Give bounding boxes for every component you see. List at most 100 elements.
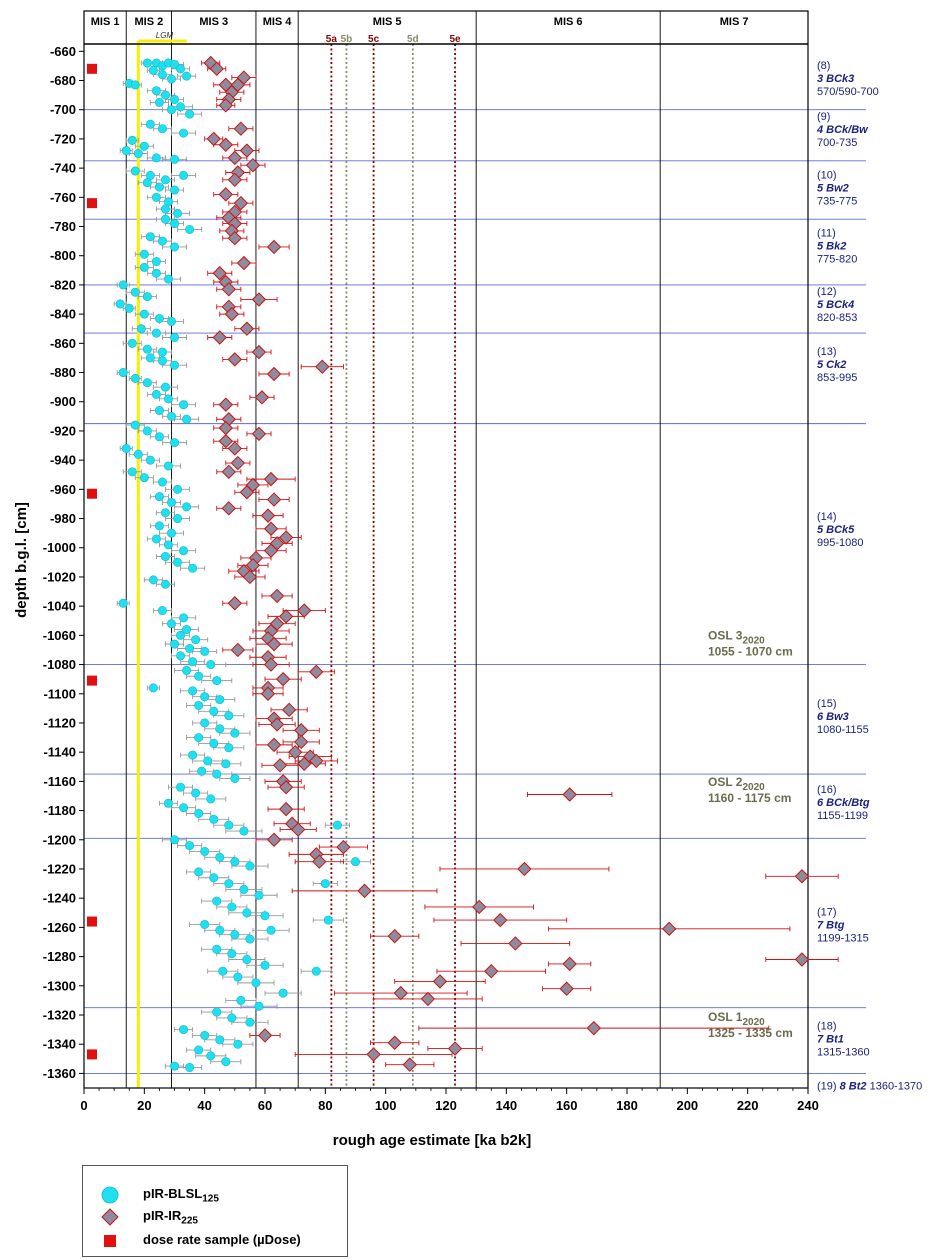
horizon-name: 5 Bw2 [817, 182, 849, 194]
blsl-point [212, 896, 222, 906]
osl-label-sub: 2020 [742, 782, 765, 793]
blsl-point [142, 178, 152, 188]
ir-point [230, 455, 246, 471]
blsl-point [221, 1057, 231, 1067]
blsl-point [130, 80, 140, 90]
blsl-point [163, 394, 173, 404]
blsl-point [157, 606, 167, 616]
ir-point [227, 172, 243, 188]
blsl-point [179, 1025, 189, 1035]
dose-rate-marker [87, 675, 97, 686]
ir-point [357, 883, 372, 899]
blsl-point [121, 443, 131, 453]
blsl-point [224, 879, 234, 889]
ir-point [251, 292, 267, 307]
blsl-point [212, 676, 222, 686]
blsl-point [115, 299, 125, 309]
x-tick-label: 200 [676, 1098, 698, 1113]
y-tick-label: -1000 [43, 540, 76, 555]
blsl-point [209, 706, 219, 716]
x-axis-title: rough age estimate [ka b2k] [333, 1132, 531, 1149]
ir-point [266, 239, 282, 255]
blsl-point [215, 925, 225, 935]
blsl-point [142, 378, 152, 388]
blsl-point [157, 356, 167, 366]
y-tick-label: -1060 [43, 628, 76, 643]
ir-point [432, 974, 448, 989]
blsl-point [176, 102, 186, 112]
blsl-point [179, 170, 189, 180]
blsl-point [182, 665, 192, 675]
blsl-point [160, 90, 170, 100]
blsl-point [166, 316, 176, 326]
ir-point [239, 143, 255, 158]
y-axis-title: depth b.g.l. [cm] [13, 502, 30, 618]
blsl-point [170, 185, 180, 195]
y-tick-label: -1260 [43, 920, 76, 935]
ir-point [218, 98, 233, 113]
mis-label: MIS 4 [263, 16, 293, 28]
x-tick-label: 140 [495, 1098, 517, 1113]
osl-range: 1325 - 1335 cm [708, 1026, 793, 1040]
blsl-point [166, 105, 176, 115]
blsl-point [245, 1017, 255, 1027]
blsl-point [227, 902, 237, 912]
ir-point [251, 426, 267, 442]
y-tick-label: -1240 [43, 891, 76, 906]
ir-point [269, 588, 285, 604]
horizon-name: 7 Btg [817, 920, 845, 932]
blsl-point [157, 477, 167, 487]
blsl-point [157, 70, 167, 80]
ir-point [484, 963, 499, 979]
ir-point [517, 861, 532, 877]
blsl-point [194, 671, 204, 681]
y-tick-label: -1220 [43, 861, 76, 876]
y-tick-label: -780 [50, 219, 76, 234]
dose-rate-marker [87, 63, 97, 74]
ir-point [221, 464, 237, 480]
ir-point [309, 664, 324, 680]
horizon-19: (19) 8 Bt2 1360-1370 [817, 1080, 922, 1092]
blsl-point [185, 224, 195, 234]
blsl-point [166, 619, 176, 629]
dose-rate-marker [87, 916, 97, 927]
horizon-number: (8) [817, 60, 830, 72]
blsl-point [160, 579, 170, 589]
horizon-number: (11) [817, 228, 836, 240]
blsl-point [151, 268, 161, 278]
blsl-point [166, 497, 176, 507]
y-tick-label: -800 [50, 248, 76, 263]
y-tick-label: -1340 [43, 1037, 76, 1052]
ir-point [420, 991, 436, 1007]
horizon-number: (19) [817, 1080, 840, 1092]
blsl-point [154, 492, 164, 502]
data-points [115, 55, 810, 1073]
ir-point [218, 137, 233, 152]
blsl-point [176, 630, 186, 640]
blsl-point [239, 884, 249, 894]
blsl-point [154, 405, 164, 415]
blsl-point [254, 1001, 264, 1011]
legend-item-blsl: pIR-BLSL125 [83, 1184, 347, 1206]
blsl-point [233, 1039, 243, 1049]
ir-point [242, 569, 258, 585]
blsl-point [176, 782, 186, 792]
mis-header: MIS 1 MIS 2 MIS 3 MIS 4 MIS 5 MIS 6 MIS 7 [91, 16, 749, 28]
ir-point [233, 121, 249, 136]
blsl-point [230, 728, 240, 738]
blsl-point [151, 534, 161, 544]
blsl-point [191, 635, 201, 645]
ir-point [275, 671, 291, 687]
horizon-depth: 1080-1155 [817, 724, 869, 736]
horizon-depth: 1199-1315 [817, 933, 869, 945]
mis-label: MIS 7 [720, 16, 749, 28]
y-tick-label: -1160 [43, 774, 76, 789]
ir-point [263, 543, 279, 558]
ir-point [212, 330, 227, 345]
ir-point [315, 359, 330, 374]
ir-point [227, 352, 243, 367]
ir-point [562, 956, 577, 972]
blsl-point [179, 128, 189, 138]
